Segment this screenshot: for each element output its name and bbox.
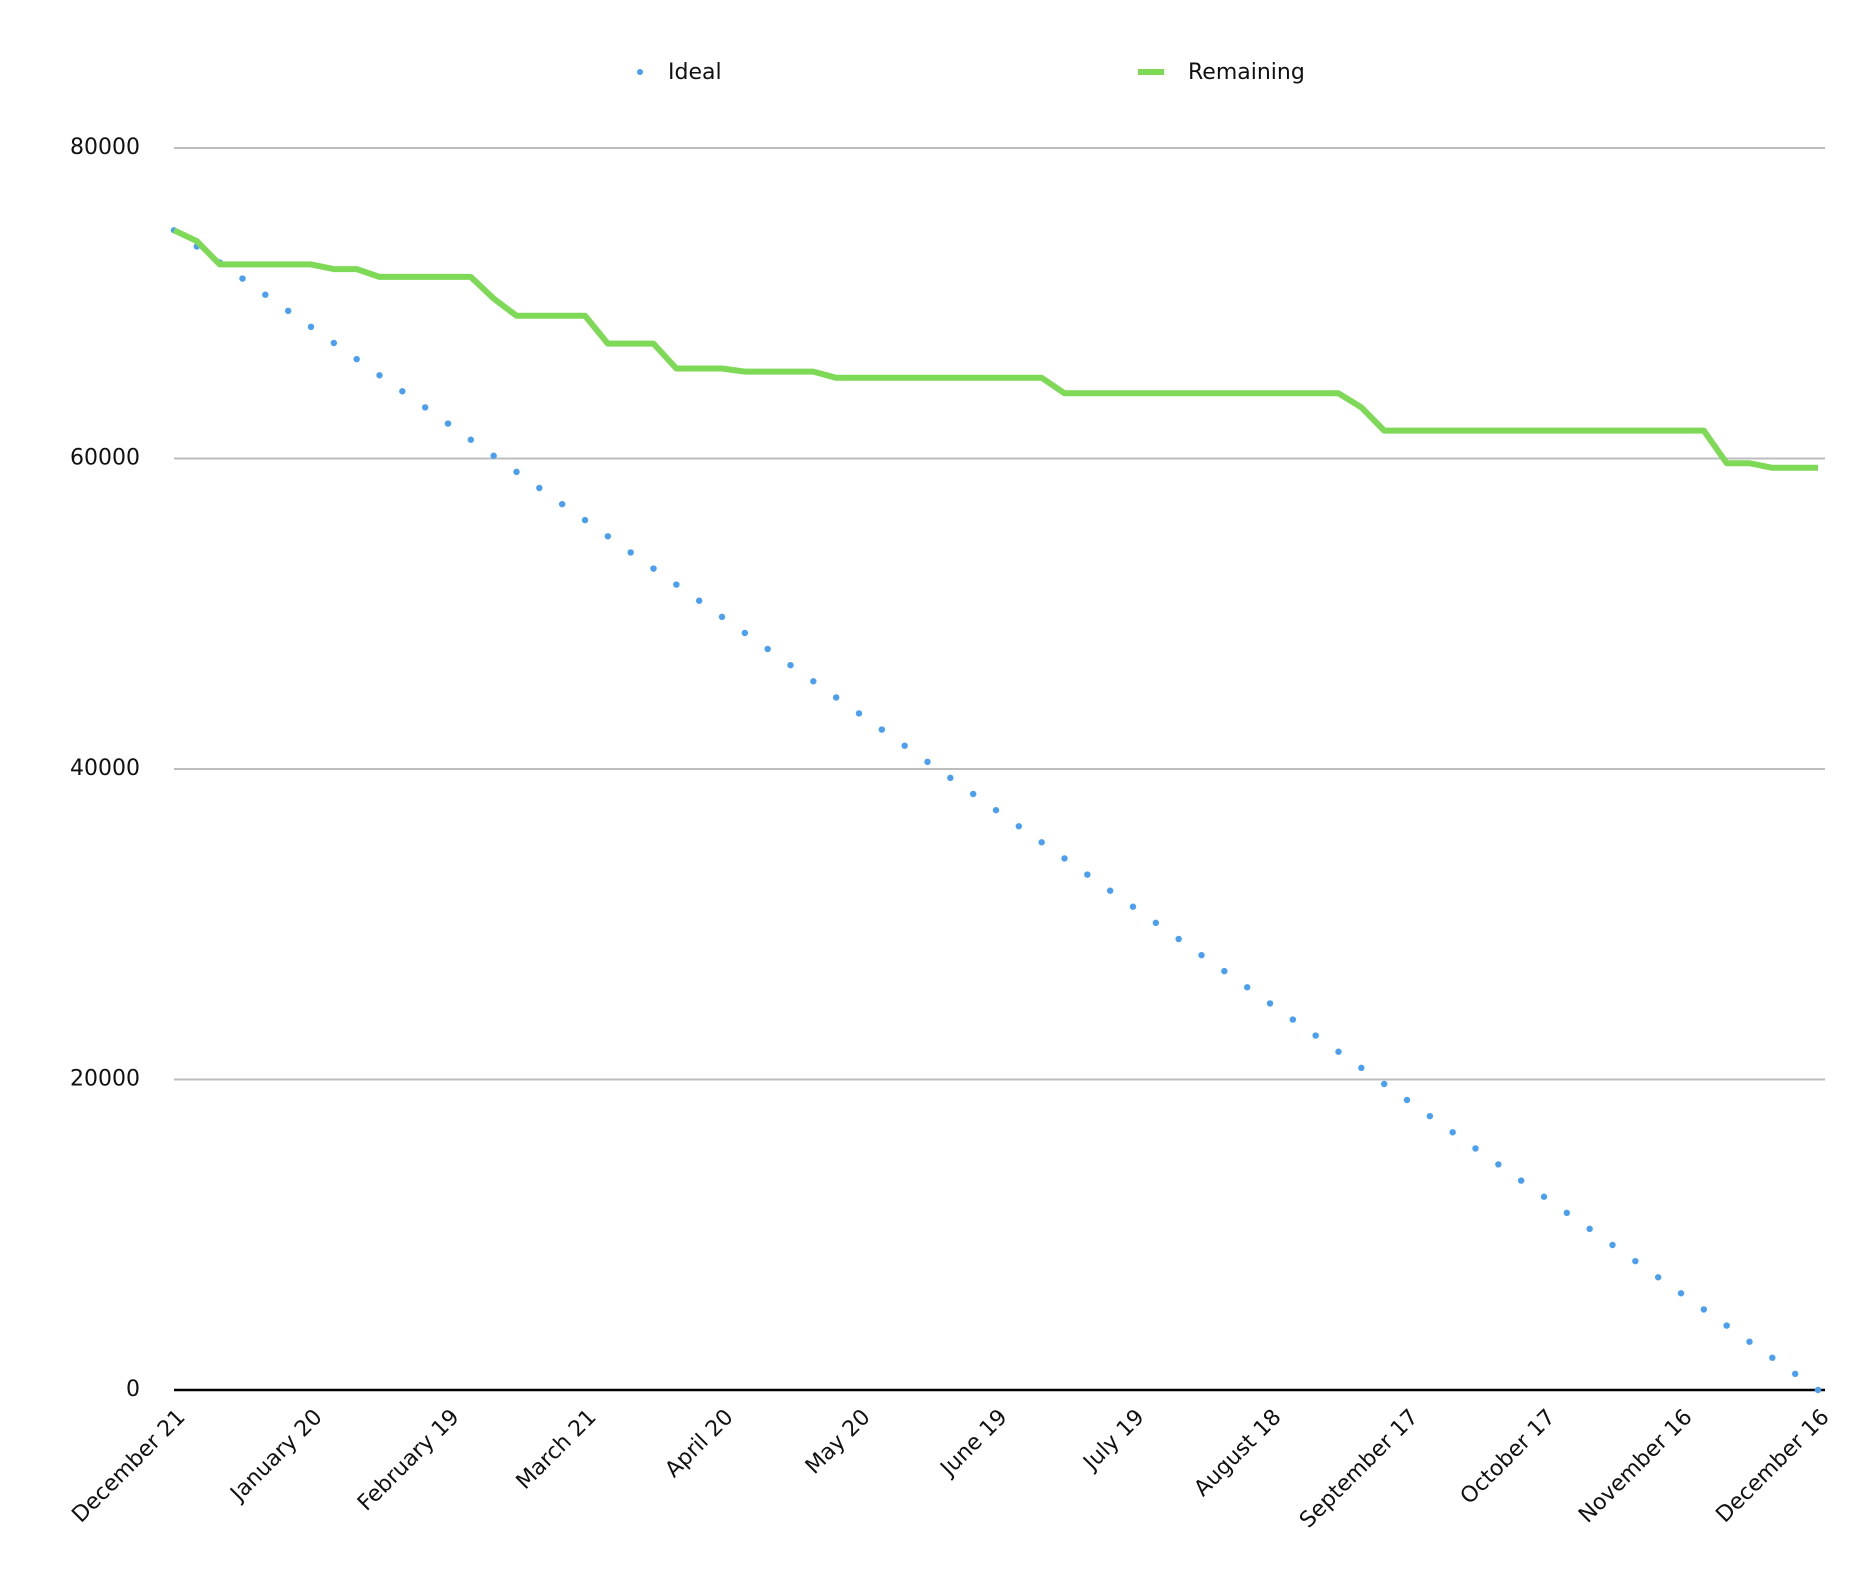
ideal-dot <box>399 388 406 395</box>
ideal-dot <box>1563 1209 1571 1217</box>
ideal-dot <box>1198 951 1205 959</box>
ideal-dot <box>1746 1338 1753 1345</box>
ideal-dot <box>330 339 338 347</box>
ideal-dot <box>1266 1000 1274 1007</box>
ideal-dot <box>1358 1064 1365 1072</box>
ideal-dot <box>787 661 794 669</box>
ideal-dot <box>1380 1080 1388 1088</box>
ideal-dot <box>1814 1386 1822 1394</box>
ideal-dot <box>1654 1274 1662 1281</box>
ideal-dot <box>1472 1145 1479 1152</box>
ideal-dot <box>1586 1225 1593 1233</box>
ideal-dot <box>741 629 749 637</box>
x-tick-label: April 20 <box>661 1405 739 1483</box>
ideal-dot <box>307 323 315 331</box>
ideal-dot <box>490 452 497 459</box>
ideal-dot <box>239 275 246 282</box>
ideal-dot <box>1175 935 1182 943</box>
ideal-dot <box>878 726 886 733</box>
x-tick-label: May 20 <box>801 1405 876 1480</box>
ideal-dot <box>1084 871 1091 878</box>
ideal-dot <box>1495 1161 1502 1168</box>
ideal-dot <box>1403 1096 1411 1104</box>
x-tick-label: December 21 <box>67 1405 190 1528</box>
ideal-dot <box>581 516 589 524</box>
ideal-dot <box>1609 1241 1616 1249</box>
ideal-dot <box>832 694 840 701</box>
ideal-dot <box>513 468 520 476</box>
ideal-dot <box>444 420 452 427</box>
ideal-dot <box>924 758 931 766</box>
x-tick-label: March 21 <box>512 1405 602 1495</box>
x-tick-label: June 19 <box>935 1405 1013 1483</box>
x-tick-label: January 20 <box>225 1405 328 1508</box>
x-tick-label: February 19 <box>353 1405 464 1516</box>
ideal-dot <box>650 565 657 572</box>
legend-item: Remaining <box>1138 60 1305 85</box>
ideal-dot <box>901 742 908 749</box>
remaining-line <box>172 227 1818 471</box>
ideal-dot <box>810 678 817 685</box>
x-tick-label: December 16 <box>1711 1405 1834 1528</box>
ideal-dot <box>627 549 634 556</box>
legend-item: Ideal <box>637 60 722 85</box>
ideal-dot <box>1243 984 1251 991</box>
ideal-dot <box>1061 855 1068 862</box>
ideal-dot <box>558 500 566 508</box>
ideal-dot <box>855 710 863 717</box>
x-tick-label: September 17 <box>1295 1405 1423 1533</box>
y-tick-label: 40000 <box>70 756 140 781</box>
ideal-dot <box>695 597 703 604</box>
ideal-dot <box>376 372 383 379</box>
y-tick-label: 60000 <box>70 446 140 471</box>
ideal-dot <box>1221 967 1228 975</box>
ideal-dot <box>1015 823 1023 830</box>
y-tick-label: 20000 <box>70 1067 140 1092</box>
ideal-dot <box>718 613 726 621</box>
ideal-dot <box>1129 903 1137 910</box>
ideal-dot <box>1677 1290 1685 1297</box>
ideal-dot <box>536 484 543 492</box>
ideal-dot <box>1517 1177 1525 1184</box>
y-tick-label: 0 <box>126 1377 140 1402</box>
ideal-dot <box>1791 1370 1799 1378</box>
ideal-dot <box>764 645 771 653</box>
ideal-dot <box>1038 839 1045 846</box>
y-tick-label: 80000 <box>70 135 140 160</box>
x-tick-label: July 19 <box>1078 1405 1150 1477</box>
ideal-dot <box>353 355 360 363</box>
ideal-dot <box>1769 1354 1776 1361</box>
ideal-dot <box>1540 1193 1548 1200</box>
ideal-dot <box>604 533 612 540</box>
ideal-dot <box>969 790 977 798</box>
ideal-dot <box>262 291 269 298</box>
x-tick-label: October 17 <box>1456 1405 1561 1510</box>
ideal-dot <box>1426 1112 1434 1120</box>
ideal-dot <box>1106 887 1114 894</box>
ideal-dot <box>1152 919 1160 927</box>
ideal-dot <box>284 307 292 315</box>
ideal-dot <box>992 806 1000 814</box>
legend-marker <box>637 69 643 75</box>
ideal-dot <box>1312 1032 1319 1039</box>
legend-label: Remaining <box>1188 60 1305 85</box>
ideal-dot <box>467 436 475 443</box>
x-tick-label: August 18 <box>1190 1405 1287 1502</box>
ideal-dot <box>1449 1129 1456 1136</box>
legend-label: Ideal <box>668 60 722 85</box>
x-tick-label: November 16 <box>1574 1405 1697 1528</box>
ideal-dot <box>421 404 429 411</box>
ideal-dot <box>1632 1257 1639 1265</box>
ideal-dot <box>1723 1322 1730 1329</box>
ideal-dot <box>1335 1048 1342 1055</box>
ideal-dot <box>947 774 954 782</box>
ideal-dot <box>1700 1306 1708 1313</box>
ideal-dot <box>1289 1016 1297 1023</box>
ideal-dot <box>673 581 680 588</box>
